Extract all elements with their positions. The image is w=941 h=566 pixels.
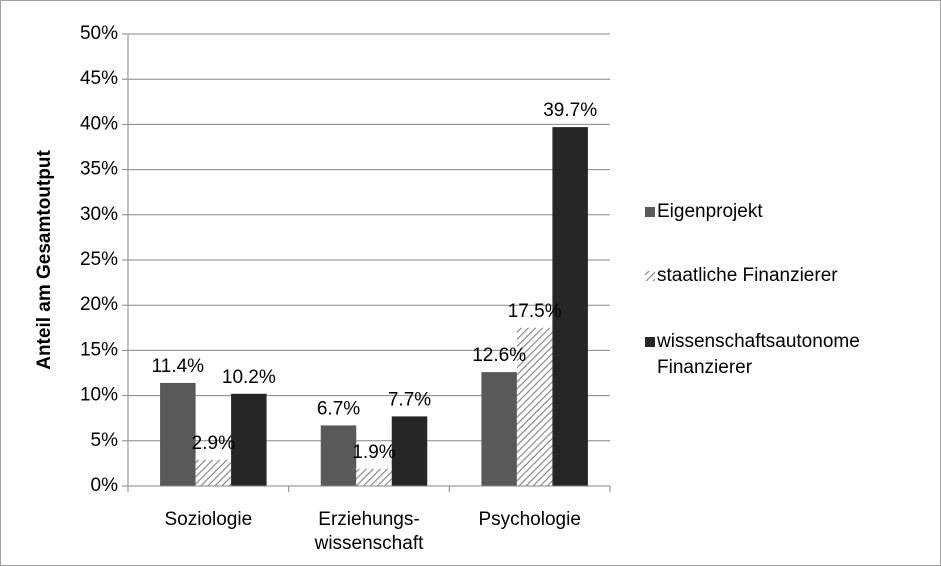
bar — [320, 425, 357, 486]
bar — [231, 393, 267, 486]
data-label: 10.2% — [222, 367, 276, 388]
y-tick-label: 40% — [80, 113, 118, 134]
y-axis-label: Anteil am Gesamtoutput — [34, 150, 55, 370]
y-tick-label: 15% — [80, 339, 118, 360]
bar — [391, 416, 428, 486]
y-tick-label: 0% — [91, 475, 119, 496]
x-tick-label: Soziologie — [164, 509, 252, 530]
data-label: 39.7% — [543, 100, 597, 121]
bar — [356, 468, 392, 486]
data-label: 12.6% — [472, 345, 526, 366]
bar — [552, 127, 588, 486]
y-tick-label: 25% — [80, 249, 118, 270]
legend-label: Eigenprojekt — [657, 201, 763, 222]
data-label: 2.9% — [192, 433, 235, 454]
legend-swatch — [645, 271, 655, 281]
data-label: 6.7% — [317, 398, 360, 419]
y-tick-label: 50% — [80, 23, 118, 44]
x-tick-label: Erziehungs-wissenschaft — [314, 509, 424, 554]
bar — [481, 372, 517, 486]
data-label: 1.9% — [352, 442, 395, 463]
x-tick-label: Psychologie — [478, 509, 580, 530]
data-label: 17.5% — [508, 301, 562, 322]
bar — [195, 459, 232, 486]
data-label: 7.7% — [388, 389, 431, 410]
legend-swatch — [645, 207, 655, 217]
y-tick-label: 30% — [80, 204, 118, 225]
y-tick-label: 5% — [91, 430, 119, 451]
bar — [516, 327, 553, 486]
y-tick-label: 45% — [80, 68, 118, 89]
legend-swatch — [645, 337, 655, 347]
y-tick-label: 20% — [80, 294, 118, 315]
y-tick-label: 35% — [80, 159, 118, 180]
data-label: 11.4% — [152, 356, 205, 377]
bar — [160, 382, 196, 486]
y-tick-label: 10% — [80, 385, 118, 406]
legend-label: wissenschaftsautonome Finanzierer — [656, 331, 860, 378]
legend-label: staatliche Finanzierer — [657, 265, 838, 286]
